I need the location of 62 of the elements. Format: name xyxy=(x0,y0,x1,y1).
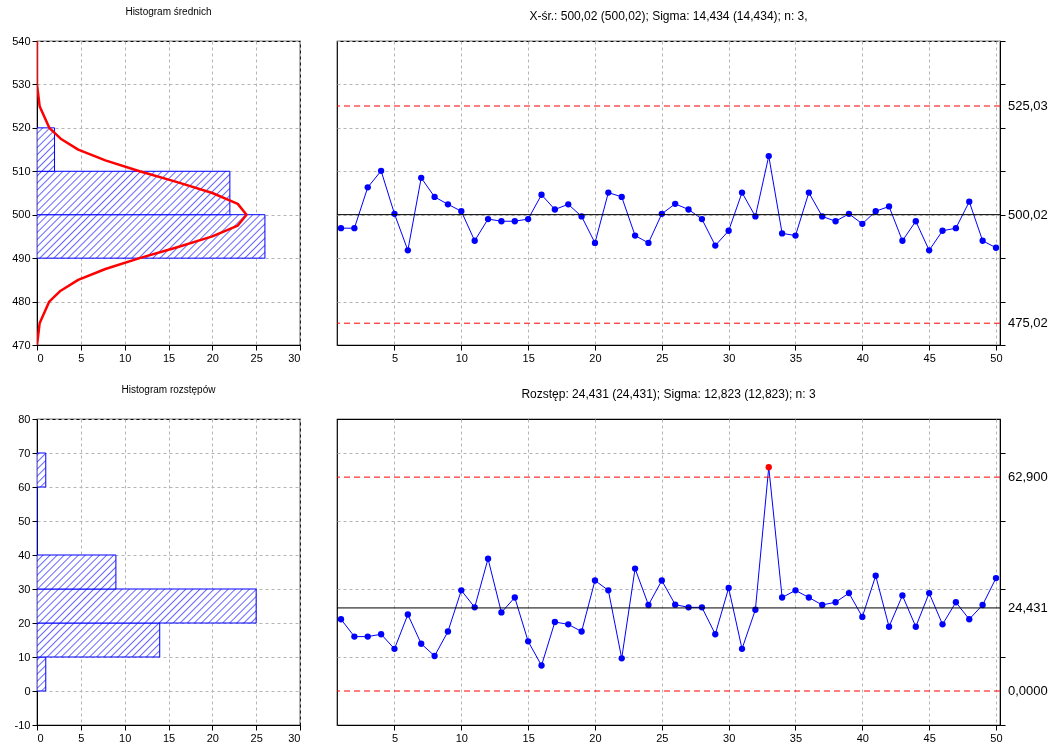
x-tick-label: 0 xyxy=(37,351,44,364)
x-tick-label: 20 xyxy=(206,731,219,744)
x-tick-label: 20 xyxy=(589,351,602,364)
y-tick-label: 480 xyxy=(12,295,31,308)
ref-line-label: 500,02 xyxy=(1008,206,1048,222)
x-tick-label: 10 xyxy=(455,351,468,364)
x-tick-label: 5 xyxy=(78,351,85,364)
ref-line-label: 24,431 xyxy=(1008,599,1048,615)
ref-line-label: 475,02 xyxy=(1008,315,1048,331)
x-tick-label: 20 xyxy=(206,351,219,364)
x-tick-label: 10 xyxy=(455,731,468,744)
x-tick-label: 30 xyxy=(288,731,301,744)
x-tick-label: 15 xyxy=(162,351,176,364)
x-tick-label: 50 xyxy=(990,351,1003,364)
x-tick-label: 25 xyxy=(656,731,669,744)
y-tick-label: 540 xyxy=(12,34,31,47)
x-tick-label: 25 xyxy=(250,731,263,744)
x-tick-label: 10 xyxy=(119,351,132,364)
chart-title: Rozstęp: 24,431 (24,431); Sigma: 12,823 (12,823); n: 3 xyxy=(521,387,816,401)
x-tick-label: 0 xyxy=(37,731,44,744)
x-tick-label: 15 xyxy=(162,731,176,744)
x-tick-label: 40 xyxy=(856,731,869,744)
ref-line-label: 0,0000 xyxy=(1008,683,1048,698)
y-tick-label: 490 xyxy=(12,251,31,264)
x-tick-label: 10 xyxy=(119,731,132,744)
chart-title: Histogram rozstępów xyxy=(121,384,217,395)
x-tick-label: 5 xyxy=(391,731,399,744)
y-tick-label: 470 xyxy=(12,338,31,351)
x-tick-label: 35 xyxy=(789,351,803,364)
x-tick-label: 15 xyxy=(522,731,535,744)
x-tick-label: 45 xyxy=(923,731,936,744)
y-tick-label: 0 xyxy=(24,684,31,697)
x-tick-label: 30 xyxy=(723,351,736,364)
x-tick-label: 5 xyxy=(78,731,85,744)
y-tick-label: 20 xyxy=(18,616,31,629)
x-tick-label: 20 xyxy=(589,731,602,744)
x-tick-label: 50 xyxy=(990,731,1003,744)
ref-line-label: 525,03 xyxy=(1008,98,1048,114)
y-tick-label: 70 xyxy=(18,446,31,459)
y-tick-label: 500 xyxy=(12,208,31,221)
x-tick-label: 45 xyxy=(923,351,936,364)
y-tick-label: 80 xyxy=(18,412,31,425)
y-tick-label: 30 xyxy=(18,582,31,595)
x-tick-label: 25 xyxy=(656,351,669,364)
y-tick-label: -10 xyxy=(14,718,31,731)
y-tick-label: 510 xyxy=(12,164,31,177)
x-tick-label: 40 xyxy=(856,351,869,364)
x-tick-label: 25 xyxy=(250,351,263,364)
x-tick-label: 30 xyxy=(723,731,736,744)
y-tick-label: 60 xyxy=(18,480,31,493)
y-tick-label: 40 xyxy=(18,548,31,561)
x-tick-label: 30 xyxy=(288,351,301,364)
y-tick-label: 50 xyxy=(18,514,31,527)
y-tick-label: 530 xyxy=(12,77,31,90)
x-tick-label: 5 xyxy=(391,351,399,364)
x-tick-label: 35 xyxy=(789,731,803,744)
y-tick-label: 520 xyxy=(12,121,31,134)
chart-title: X-śr.: 500,02 (500,02); Sigma: 14,434 (14,434); n: 3, xyxy=(529,8,808,23)
chart-title: Histogram średnich xyxy=(125,6,212,17)
ref-line-label: 62,900 xyxy=(1008,469,1048,485)
y-tick-label: 10 xyxy=(18,650,31,663)
x-tick-label: 15 xyxy=(522,351,535,364)
